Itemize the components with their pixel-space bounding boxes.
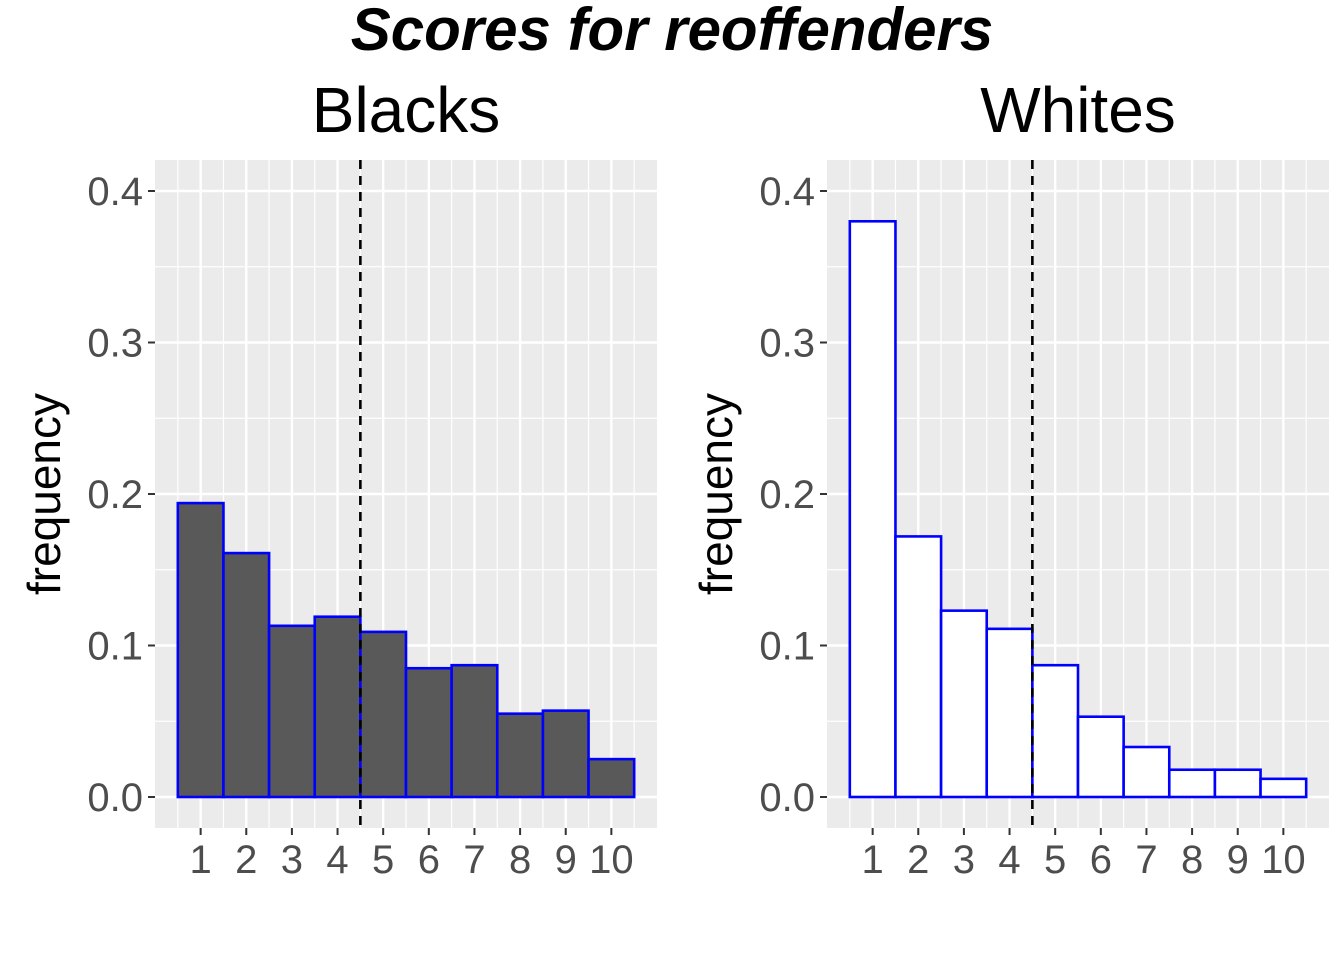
x-tick-label: 6 — [418, 838, 440, 882]
x-tick-label: 10 — [1261, 838, 1306, 882]
bar-score-10 — [1259, 777, 1308, 799]
y-tick-label: 0.2 — [759, 473, 815, 517]
y-tick-label: 0.0 — [759, 776, 815, 820]
x-tick-label: 3 — [281, 838, 303, 882]
x-tick-label: 3 — [953, 838, 975, 882]
y-tick-label: 0.2 — [87, 473, 143, 517]
x-tick-label: 1 — [862, 838, 884, 882]
bar-score-1 — [848, 220, 897, 799]
bar-score-5 — [359, 630, 408, 799]
panel-title: Whites — [980, 74, 1176, 146]
bar-score-5 — [1031, 663, 1080, 799]
bar-score-7 — [450, 663, 499, 799]
bar-score-4 — [313, 615, 362, 799]
x-tick-label: 8 — [1181, 838, 1203, 882]
x-tick-label: 1 — [190, 838, 212, 882]
x-tick-label: 10 — [589, 838, 634, 882]
x-tick-label: 4 — [998, 838, 1020, 882]
bar-score-8 — [1167, 768, 1217, 799]
x-tick-label: 2 — [907, 838, 929, 882]
panel-whites: 0.0 0.1 0.2 0.3 0.4 1 2 3 4 5 6 7 8 9 10 Whites frequenc… — [690, 74, 1329, 882]
x-tick-label: 2 — [235, 838, 257, 882]
bar-score-6 — [404, 666, 453, 799]
x-tick-label: 4 — [326, 838, 348, 882]
y-tick-label: 0.3 — [87, 322, 143, 366]
panel-blacks: 0.0 0.1 0.2 0.3 0.4 1 2 3 4 5 6 7 8 9 10 Blacks frequenc… — [18, 74, 657, 882]
x-tick-label: 6 — [1090, 838, 1112, 882]
y-tick-label: 0.4 — [87, 170, 143, 214]
bar-score-9 — [541, 709, 590, 799]
y-tick-label: 0.1 — [759, 625, 815, 669]
panel-title: Blacks — [312, 74, 501, 146]
y-tick-label: 0.4 — [759, 170, 815, 214]
x-tick-label: 7 — [1135, 838, 1157, 882]
x-tick-label: 9 — [555, 838, 577, 882]
bar-score-3 — [939, 609, 989, 799]
bar-score-2 — [894, 535, 943, 799]
bar-score-3 — [267, 624, 317, 799]
chart-title: Scores for reoffenders — [351, 0, 993, 63]
x-tick-label: 5 — [372, 838, 394, 882]
bar-score-6 — [1076, 715, 1125, 799]
x-tick-label: 7 — [463, 838, 485, 882]
y-tick-label: 0.1 — [87, 625, 143, 669]
x-tick-label: 8 — [509, 838, 531, 882]
x-tick-label: 5 — [1044, 838, 1066, 882]
x-tick-label: 9 — [1227, 838, 1249, 882]
bar-score-1 — [176, 501, 225, 799]
bar-score-8 — [495, 712, 545, 799]
y-axis-label: frequency — [690, 393, 742, 595]
y-tick-label: 0.0 — [87, 776, 143, 820]
bar-score-2 — [222, 551, 271, 799]
panels-container: 0.00.10.20.30.41 2 3 4 5 6 7 8 9 10Blacksfrequenc… — [18, 74, 1329, 882]
bar-score-7 — [1122, 745, 1171, 799]
bar-score-10 — [587, 757, 636, 799]
y-axis-label: frequency — [18, 393, 70, 595]
bar-score-4 — [985, 627, 1034, 799]
y-tick-label: 0.3 — [759, 322, 815, 366]
bar-score-9 — [1213, 768, 1262, 799]
